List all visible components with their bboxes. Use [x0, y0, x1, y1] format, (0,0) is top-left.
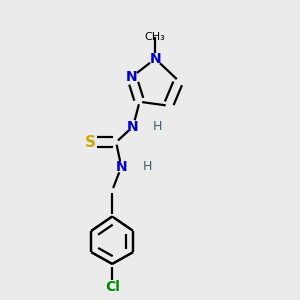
Text: Cl: Cl — [105, 280, 120, 294]
Text: N: N — [149, 52, 161, 66]
Text: S: S — [85, 135, 95, 150]
Text: N: N — [126, 70, 138, 84]
Text: H: H — [153, 120, 163, 133]
Text: N: N — [127, 119, 139, 134]
Text: N: N — [116, 160, 127, 174]
Text: H: H — [143, 160, 152, 173]
Text: CH₃: CH₃ — [145, 32, 166, 42]
